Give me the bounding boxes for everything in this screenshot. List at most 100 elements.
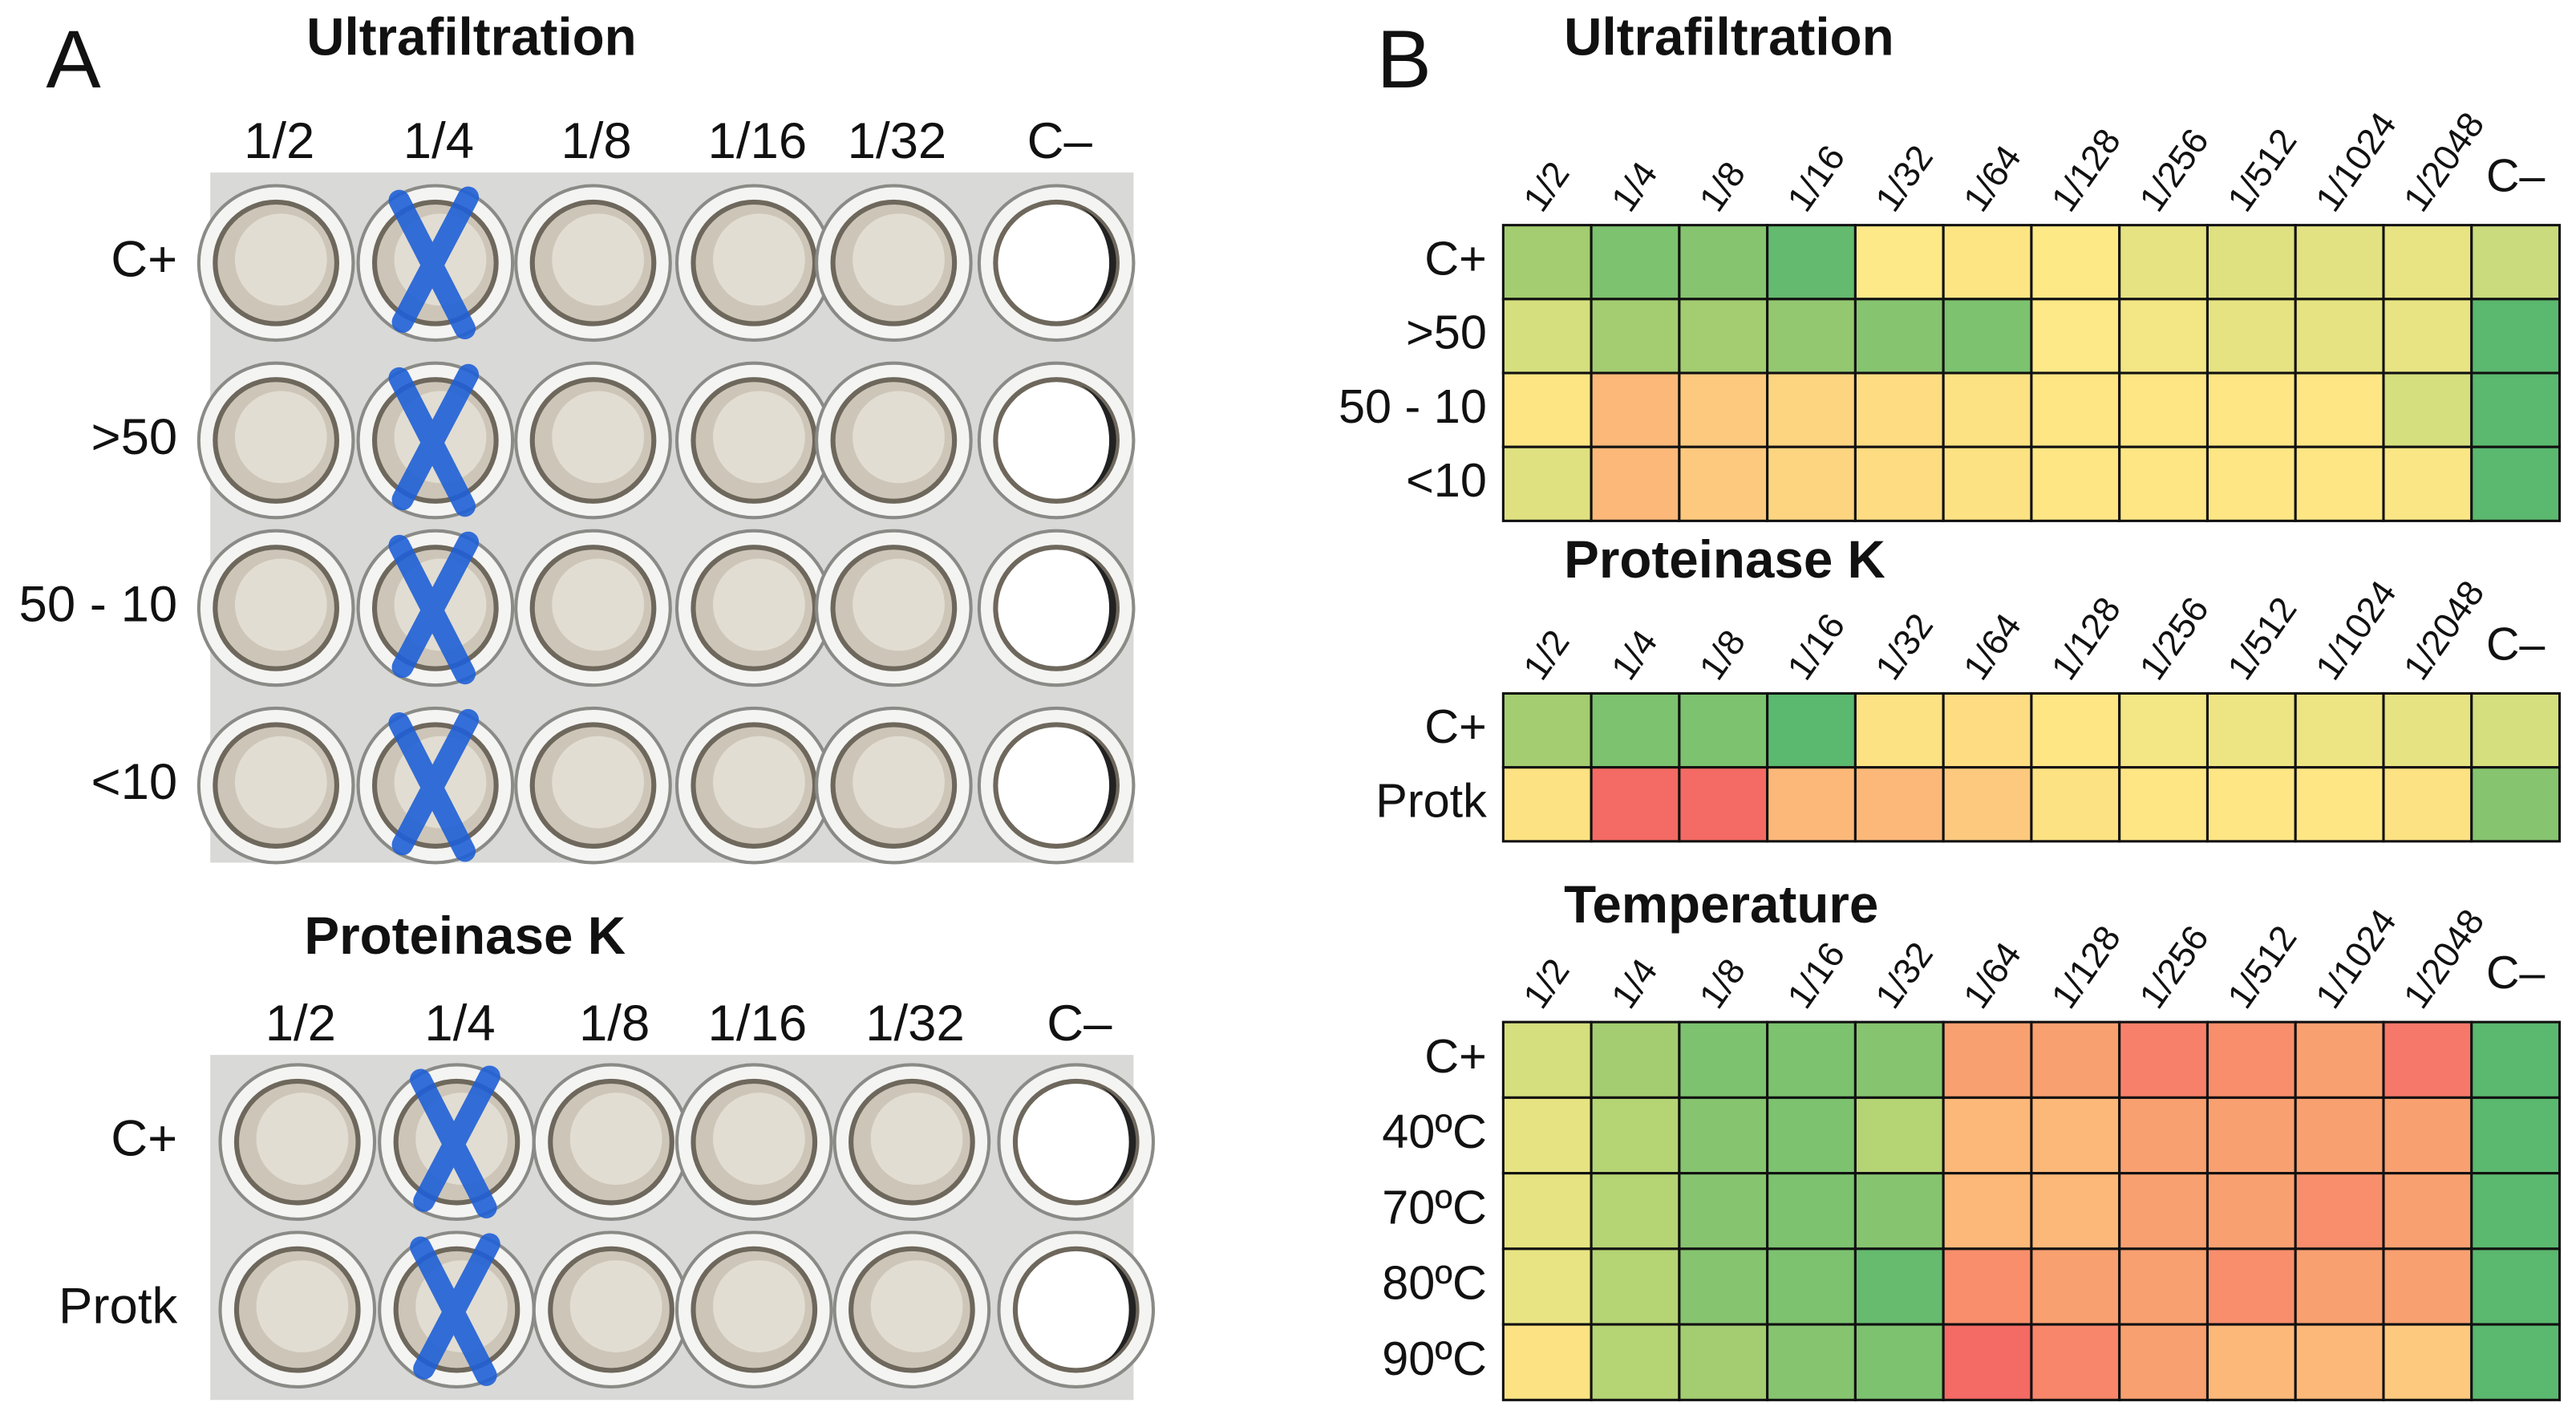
row-label: 50 - 10: [19, 577, 178, 633]
heatmap-cell: [1766, 1247, 1857, 1326]
heatmap-cell: [2118, 371, 2209, 448]
cross-mark: [410, 1065, 500, 1218]
well-bottom: [234, 391, 327, 484]
heatmap-cell: [1766, 1172, 1857, 1251]
heatmap-cell: [1942, 691, 2033, 769]
heatmap-cell: [1678, 1172, 1769, 1251]
heatmap-cell: [2205, 224, 2297, 301]
heatmap-title: Ultrafiltration: [1564, 8, 1894, 67]
column-label: 1/2: [1515, 622, 1578, 687]
heatmap-cell: [1590, 691, 1681, 769]
well-shadow: [1079, 552, 1116, 664]
heatmap-cell: [1590, 1247, 1681, 1326]
heatmap-cell: [2030, 445, 2121, 522]
heatmap-cell: [1942, 371, 2033, 448]
heatmap-cell: [1678, 224, 1769, 301]
well-bottom: [234, 558, 327, 651]
column-label: 1/16: [1779, 934, 1853, 1016]
heatmap-cell: [1678, 445, 1769, 522]
plate-title: Ultrafiltration: [306, 8, 636, 67]
heatmap-cell: [2030, 1247, 2121, 1326]
heatmap-cell: [1942, 298, 2033, 375]
heatmap-cell: [1590, 1172, 1681, 1251]
column-label: C–: [2486, 150, 2545, 201]
heatmap-cell: [2382, 445, 2473, 522]
column-label: 1/32: [848, 113, 947, 169]
well-shadow: [1079, 729, 1116, 841]
heatmap-cell: [1501, 691, 1593, 769]
heatmap-cell: [1942, 1323, 2033, 1401]
heatmap-cell: [1942, 766, 2033, 843]
heatmap-cell: [2030, 224, 2121, 301]
heatmap-cell: [2470, 1096, 2562, 1175]
heatmap-cell: [1590, 445, 1681, 522]
column-label: 1/64: [1955, 138, 2029, 219]
heatmap-cell: [2294, 1020, 2385, 1099]
heatmap-cell: [2294, 224, 2385, 301]
column-label: 1/32: [1867, 934, 1941, 1016]
heatmap-cell: [2382, 766, 2473, 843]
row-label: 40ºC: [1382, 1105, 1487, 1158]
heatmap-cell: [2030, 691, 2121, 769]
well-bottom: [234, 213, 327, 306]
column-label: 1/128: [2043, 121, 2128, 219]
heatmap-cell: [1590, 1323, 1681, 1401]
column-label: 1/2: [244, 113, 314, 169]
column-label: 1/1024: [2307, 105, 2404, 219]
heatmap-cell: [2470, 766, 2562, 843]
heatmap-cell: [2205, 1247, 2297, 1326]
heatmap-cell: [1678, 691, 1769, 769]
heatmap-cell: [2030, 1172, 2121, 1251]
heatmap-cell: [2118, 445, 2209, 522]
well-bottom: [569, 1260, 662, 1352]
heatmap-cell: [1501, 1096, 1593, 1175]
well-bottom: [569, 1093, 662, 1185]
column-label: 1/32: [1867, 606, 1941, 687]
heatmap-cell: [2470, 224, 2562, 301]
cross-mark: [388, 708, 480, 862]
well-shadow: [1099, 1086, 1136, 1198]
heatmap-cell: [1501, 1172, 1593, 1251]
column-label: 1/4: [403, 113, 474, 169]
heatmap-cell: [2205, 298, 2297, 375]
well-bottom: [552, 558, 644, 651]
well-bottom: [713, 213, 805, 306]
well: [1012, 1078, 1140, 1206]
heatmap-cell: [2205, 1020, 2297, 1099]
heatmap-cell: [1766, 1020, 1857, 1099]
heatmap-cell: [2205, 445, 2297, 522]
column-label: C–: [1027, 113, 1093, 169]
heatmap-cell: [2205, 1096, 2297, 1175]
well-bottom: [713, 736, 805, 829]
heatmap-cell: [1590, 298, 1681, 375]
well-bottom: [552, 213, 644, 306]
well-shadow: [1079, 207, 1116, 319]
heatmap-cell: [2382, 1247, 2473, 1326]
well: [1012, 1246, 1140, 1373]
well-shadow: [1079, 384, 1116, 497]
well-bottom: [870, 1260, 963, 1352]
column-label: 1/64: [1955, 606, 2029, 687]
well-bottom: [256, 1093, 349, 1185]
heatmap-cell: [1501, 298, 1593, 375]
heatmap-cell: [1501, 766, 1593, 843]
cross-mark: [388, 186, 480, 340]
column-label: 1/8: [561, 113, 631, 169]
heatmap-cell: [1853, 298, 1945, 375]
heatmap-cell: [2118, 1020, 2209, 1099]
heatmap-cell: [2382, 298, 2473, 375]
row-label: <10: [1406, 453, 1487, 507]
heatmap-cell: [1942, 1020, 2033, 1099]
heatmap-cell: [1766, 691, 1857, 769]
panel-label: A: [46, 13, 101, 105]
column-label: 1/8: [579, 995, 650, 1052]
row-label: >50: [1406, 306, 1487, 359]
well: [993, 199, 1120, 326]
well-bottom: [870, 1093, 963, 1185]
heatmap-cell: [1766, 298, 1857, 375]
heatmap-cell: [1678, 766, 1769, 843]
heatmap-cell: [2294, 766, 2385, 843]
heatmap-cell: [1501, 224, 1593, 301]
heatmap-cell: [1853, 766, 1945, 843]
